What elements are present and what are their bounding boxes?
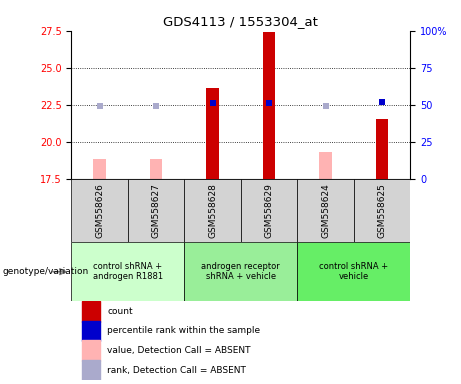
Text: GSM558628: GSM558628 <box>208 183 217 238</box>
Bar <box>82 321 100 341</box>
Text: percentile rank within the sample: percentile rank within the sample <box>107 326 260 336</box>
Bar <box>82 360 100 381</box>
Bar <box>354 179 410 242</box>
Bar <box>319 152 332 179</box>
Bar <box>128 179 184 242</box>
Text: GSM558624: GSM558624 <box>321 183 330 238</box>
Bar <box>150 159 162 179</box>
Bar <box>241 179 297 242</box>
Bar <box>263 32 275 179</box>
Bar <box>207 88 219 179</box>
Bar <box>376 119 388 179</box>
Text: GSM558625: GSM558625 <box>378 183 387 238</box>
Text: count: count <box>107 307 133 316</box>
Bar <box>297 242 410 301</box>
Text: GSM558627: GSM558627 <box>152 183 161 238</box>
Text: GSM558626: GSM558626 <box>95 183 104 238</box>
Text: GSM558629: GSM558629 <box>265 183 274 238</box>
Bar <box>82 340 100 361</box>
Text: genotype/variation: genotype/variation <box>2 267 89 276</box>
Text: rank, Detection Call = ABSENT: rank, Detection Call = ABSENT <box>107 366 246 375</box>
Bar <box>94 159 106 179</box>
Bar <box>71 242 184 301</box>
Bar <box>71 179 128 242</box>
Bar <box>297 179 354 242</box>
Bar <box>82 301 100 321</box>
Text: androgen receptor
shRNA + vehicle: androgen receptor shRNA + vehicle <box>201 262 280 281</box>
Bar <box>184 179 241 242</box>
Title: GDS4113 / 1553304_at: GDS4113 / 1553304_at <box>164 15 318 28</box>
Text: value, Detection Call = ABSENT: value, Detection Call = ABSENT <box>107 346 250 355</box>
Text: control shRNA +
vehicle: control shRNA + vehicle <box>319 262 388 281</box>
Bar <box>184 242 297 301</box>
Text: control shRNA +
androgen R1881: control shRNA + androgen R1881 <box>93 262 163 281</box>
